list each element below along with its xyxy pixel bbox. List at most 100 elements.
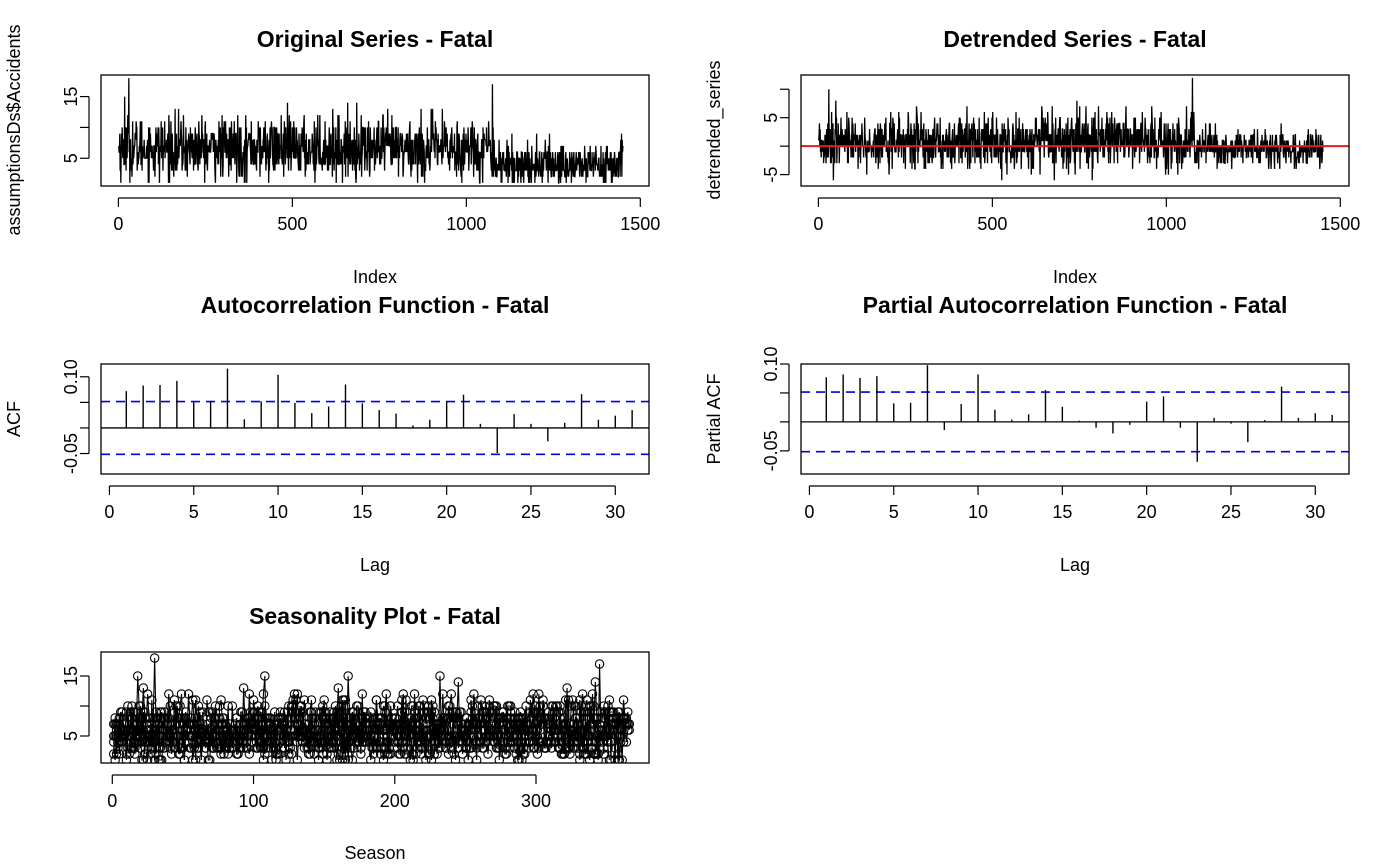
season-point — [278, 731, 288, 741]
panel-seasonality: Seasonality Plot - Fatal 0 100 200 300 515 … — [61, 603, 650, 863]
season-point — [433, 743, 444, 753]
season-point — [511, 749, 521, 759]
season-point — [603, 743, 613, 753]
season-point — [584, 731, 595, 741]
season-point — [572, 713, 582, 723]
x-tick-label: 20 — [437, 502, 457, 522]
season-point — [406, 749, 417, 759]
x-axis-acf: 0 5 10 15 20 25 30 — [104, 485, 625, 522]
x-axis-detrended: 0 500 1000 1500 — [813, 197, 1360, 234]
season-point — [552, 731, 562, 741]
season-point — [244, 749, 255, 759]
season-point — [560, 695, 571, 705]
x-tick-label: 200 — [380, 791, 410, 811]
season-point — [175, 701, 185, 711]
season-point — [149, 653, 160, 663]
season-point — [449, 731, 459, 741]
season-point — [392, 701, 403, 711]
season-point — [426, 755, 437, 763]
season-point — [199, 725, 209, 735]
season-point — [538, 737, 548, 747]
series-group-original — [118, 78, 624, 184]
season-point — [238, 683, 249, 693]
season-point — [341, 713, 352, 723]
y-axis-acf: -0.05 0.10 — [61, 359, 90, 474]
season-point — [421, 719, 431, 729]
panel-detrended-series: Detrended Series - Fatal 0 500 1000 1500 -5… — [704, 26, 1360, 287]
panel-pacf: Partial Autocorrelation Function - Fatal… — [704, 292, 1350, 575]
season-point — [188, 731, 198, 741]
season-point — [114, 749, 125, 759]
acf-bars — [101, 368, 649, 456]
season-point — [132, 707, 143, 717]
season-point — [254, 713, 264, 723]
season-point — [615, 713, 626, 723]
season-point — [501, 749, 512, 759]
y-tick-label: 15 — [61, 666, 81, 686]
season-point — [549, 707, 560, 717]
season-point — [193, 743, 204, 753]
season-point — [243, 743, 253, 753]
season-point — [258, 725, 269, 735]
season-point — [350, 725, 360, 735]
season-point — [260, 671, 270, 681]
season-point — [189, 719, 199, 729]
season-point — [599, 743, 609, 753]
season-point — [306, 695, 317, 705]
season-point — [166, 719, 177, 729]
season-point — [224, 719, 235, 729]
season-point — [220, 743, 231, 753]
season-point — [504, 731, 514, 741]
season-point — [435, 671, 445, 681]
season-point — [132, 671, 143, 681]
season-point — [381, 689, 392, 699]
season-point — [394, 737, 404, 747]
season-point — [233, 749, 243, 759]
season-point — [398, 737, 408, 747]
season-point — [466, 695, 476, 705]
season-point — [175, 713, 185, 723]
season-point — [453, 677, 464, 687]
season-point — [251, 737, 262, 747]
x-tick-label: 1500 — [620, 214, 660, 234]
season-point — [236, 719, 246, 729]
season-point — [476, 737, 486, 747]
season-point — [618, 695, 629, 705]
season-point — [340, 755, 351, 763]
season-point — [412, 713, 423, 723]
season-point — [529, 743, 540, 753]
season-point — [214, 731, 225, 741]
season-point — [381, 737, 392, 747]
season-point — [469, 731, 479, 741]
y-tick-label: -0.05 — [61, 433, 81, 474]
season-point — [418, 743, 428, 753]
x-axis-label-original: Index — [353, 267, 397, 287]
season-point — [172, 701, 183, 711]
season-point — [319, 695, 329, 705]
season-point — [123, 701, 133, 711]
season-point — [357, 689, 368, 699]
season-point — [356, 749, 366, 759]
season-point — [538, 695, 548, 705]
season-point — [260, 749, 270, 759]
season-point — [473, 701, 483, 711]
x-tick-label: 0 — [804, 502, 814, 522]
season-point — [487, 725, 497, 735]
season-point — [162, 731, 173, 741]
y-tick-label: 0.10 — [61, 359, 81, 394]
season-point — [398, 689, 408, 699]
season-point — [579, 707, 589, 717]
season-point — [169, 695, 180, 705]
season-point — [186, 713, 197, 723]
seasonality-points — [108, 653, 634, 763]
season-point — [141, 737, 151, 747]
season-point — [515, 707, 526, 717]
season-point — [156, 755, 167, 763]
season-point — [454, 737, 465, 747]
x-axis-seasonality: 0 100 200 300 — [107, 774, 551, 811]
season-point — [428, 701, 438, 711]
season-point — [460, 743, 471, 753]
season-point — [267, 737, 277, 747]
x-tick-label: 5 — [889, 502, 899, 522]
season-point — [430, 719, 441, 729]
